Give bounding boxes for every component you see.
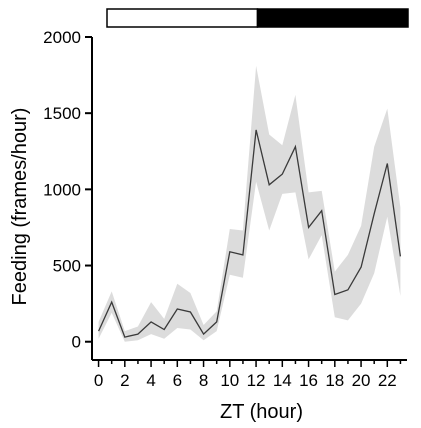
x-ticks: 0 2 4 6 8 10 12 14 16 18 20 22 <box>94 360 402 390</box>
x-tick-label: 22 <box>378 371 397 390</box>
x-tick-label: 12 <box>247 371 266 390</box>
y-ticks: 0 500 1000 1500 2000 <box>43 28 92 352</box>
x-axis-title: ZT (hour) <box>220 401 303 423</box>
bar-segment-light <box>106 8 259 28</box>
y-tick-label: 1500 <box>43 104 81 123</box>
x-tick-label: 4 <box>146 371 155 390</box>
x-tick-label: 6 <box>173 371 182 390</box>
x-tick-label: 18 <box>325 371 344 390</box>
y-tick-label: 2000 <box>43 28 81 47</box>
axes <box>91 37 407 361</box>
bar-segment-dark <box>256 8 409 28</box>
mean-line <box>98 129 402 338</box>
sem-band <box>98 65 401 342</box>
light-dark-bar <box>106 8 409 28</box>
x-tick-label: 2 <box>120 371 129 390</box>
mean-line-layer <box>98 129 402 338</box>
x-tick-label: 8 <box>199 371 208 390</box>
y-tick-label: 1000 <box>43 180 81 199</box>
error-band-layer <box>98 65 401 342</box>
x-tick-label: 20 <box>352 371 371 390</box>
x-tick-label: 0 <box>94 371 103 390</box>
x-tick-label: 14 <box>273 371 292 390</box>
y-tick-label: 0 <box>72 333 81 352</box>
x-tick-label: 10 <box>220 371 239 390</box>
y-tick-label: 500 <box>53 257 81 276</box>
y-axis-title: Feeding (frames/hour) <box>9 108 31 306</box>
x-tick-label: 16 <box>299 371 318 390</box>
